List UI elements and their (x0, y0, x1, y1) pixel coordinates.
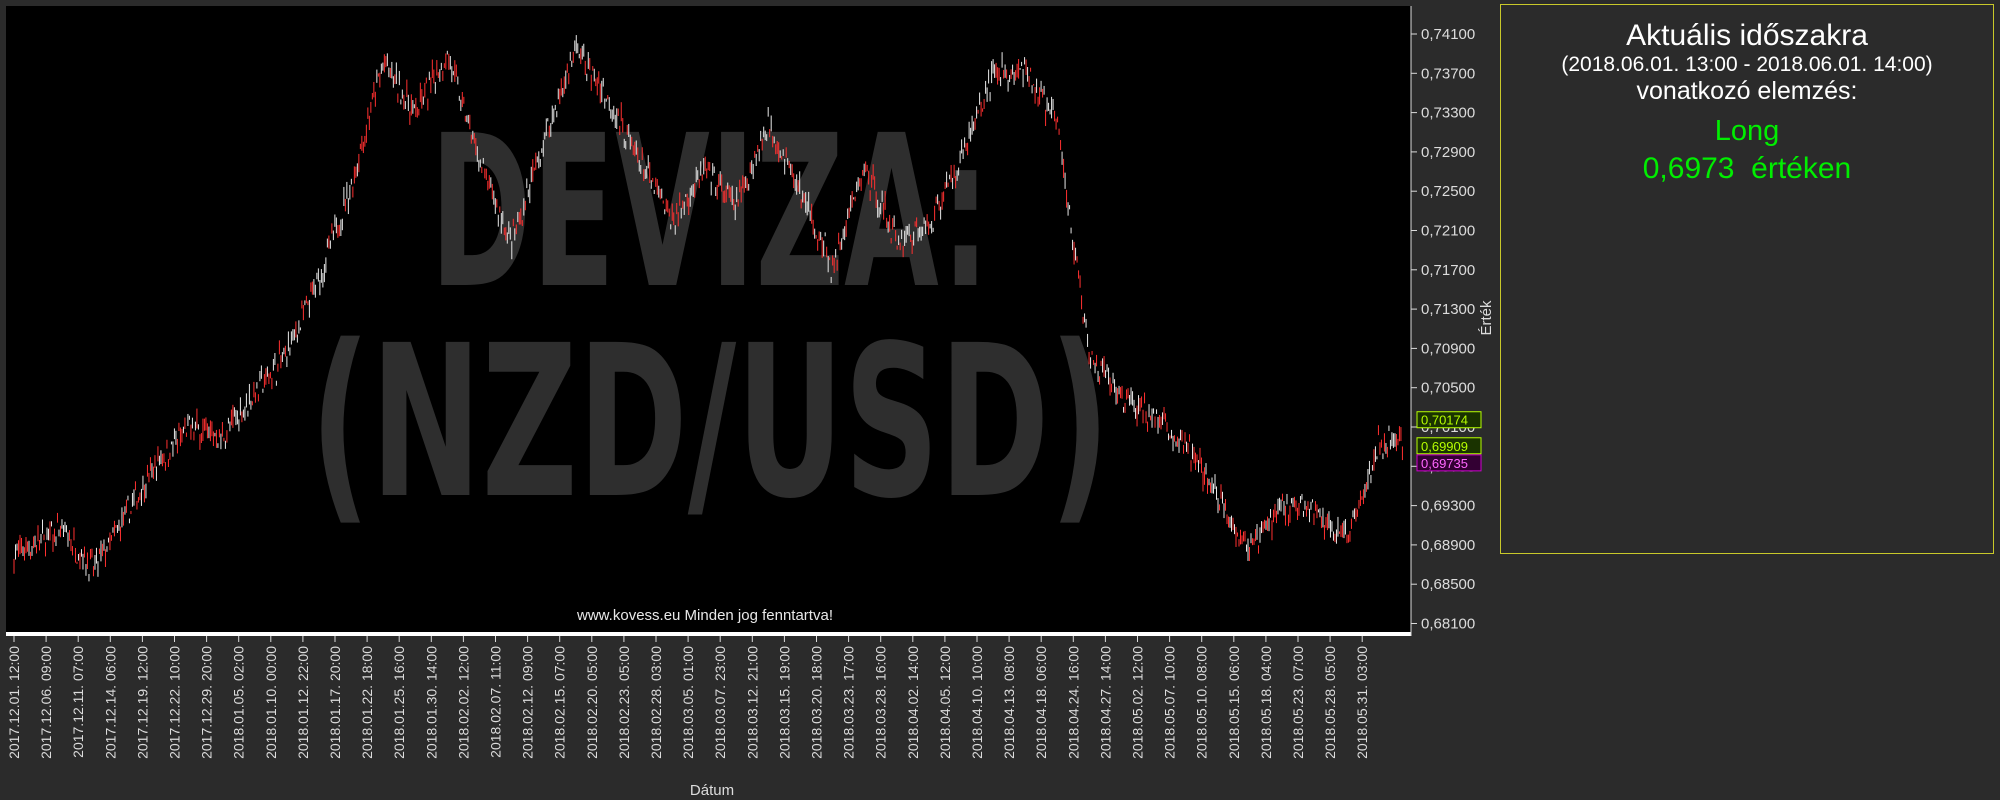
y-tick-label: 0,68500 (1421, 576, 1475, 593)
x-tick-label: 2018.02.23. 05:00 (616, 646, 632, 759)
y-tick-label: 0,73300 (1421, 105, 1475, 122)
price-tag-label: 0,69735 (1421, 456, 1468, 471)
candles (13, 35, 1403, 582)
price-tag (1416, 454, 1482, 472)
x-tick-label: 2017.12.29. 20:00 (199, 646, 215, 759)
x-tick-label: 2018.04.18. 06:00 (1033, 646, 1049, 759)
x-axis-ticks: 2017.12.01. 12:00 2017.12.06. 09:00 2017.1… (6, 636, 1370, 759)
x-tick-label: 2018.04.05. 12:00 (937, 646, 953, 759)
watermark: DEVIZA: (NZD/USD) (310, 90, 1110, 545)
price-tag-label: 0,69909 (1421, 439, 1468, 454)
price-tag (1416, 437, 1482, 455)
price-tag (1416, 411, 1482, 429)
y-axis-title: Érték (1478, 300, 1495, 336)
x-tick-label: 2017.12.06. 09:00 (38, 646, 54, 759)
x-tick-label: 2018.03.28. 16:00 (873, 646, 889, 759)
y-tick-label: 0,69300 (1421, 498, 1475, 515)
x-tick-label: 2018.03.12. 21:00 (744, 646, 760, 759)
y-tick-label: 0,73700 (1421, 65, 1475, 82)
x-tick-label: 2018.03.15. 19:00 (776, 646, 792, 759)
analysis-panel: Aktuális időszakra (2018.06.01. 13:00 - … (1500, 4, 1994, 554)
x-tick-label: 2018.05.18. 04:00 (1258, 646, 1274, 759)
price-tag-label: 0,70174 (1421, 413, 1468, 428)
x-tick-label: 2018.05.31. 03:00 (1354, 646, 1370, 759)
x-tick-label: 2018.05.28. 05:00 (1322, 646, 1338, 759)
y-tick-label: 0,68900 (1421, 537, 1475, 554)
y-tick-label: 0,72100 (1421, 223, 1475, 240)
x-tick-label: 2018.04.13. 08:00 (1001, 646, 1017, 759)
x-tick-label: 2018.04.10. 10:00 (969, 646, 985, 759)
y-tick-label: 0,72500 (1421, 183, 1475, 200)
x-tick-label: 2018.03.05. 01:00 (680, 646, 696, 759)
x-tick-label: 2018.05.15. 06:00 (1226, 646, 1242, 759)
x-tick-label: 2017.12.01. 12:00 (6, 646, 22, 759)
y-tick-label: 0,72900 (1421, 144, 1475, 161)
watermark-line1: DEVIZA: (430, 90, 990, 335)
x-tick-label: 2017.12.11. 07:00 (70, 646, 86, 758)
panel-title: Aktuális időszakra (1626, 19, 1868, 52)
y-axis-ticks: 0,74100 0,73700 0,73300 0,72900 0,72500 0,721… (1411, 26, 1475, 633)
panel-subtitle: vonatkozó elemzés: (1636, 77, 1858, 105)
x-tick-label: 2018.01.12. 22:00 (295, 646, 311, 759)
x-tick-label: 2017.12.19. 12:00 (134, 646, 150, 759)
plot-area (6, 6, 1411, 635)
x-tick-label: 2018.04.27. 14:00 (1097, 646, 1113, 759)
y-tick-label: 0,74100 (1421, 26, 1475, 43)
y-tick-label: 0,71700 (1421, 262, 1475, 279)
x-tick-label: 2018.01.05. 02:00 (231, 646, 247, 759)
x-tick-label: 2018.03.07. 23:00 (712, 646, 728, 759)
x-tick-label: 2018.04.24. 16:00 (1065, 646, 1081, 759)
x-tick-label: 2018.05.07. 10:00 (1162, 646, 1178, 759)
copyright-text: www.kovess.eu Minden jog fenntartva! (576, 607, 833, 624)
panel-time-range: (2018.06.01. 13:00 - 2018.06.01. 14:00) (1561, 53, 1933, 76)
x-tick-label: 2018.02.02. 12:00 (455, 646, 471, 759)
x-tick-label: 2018.01.22. 18:00 (359, 646, 375, 759)
x-axis-title: Dátum (690, 782, 734, 799)
panel-signal: Long (1714, 115, 1780, 147)
y-tick-label: 0,71300 (1421, 301, 1475, 318)
x-tick-label: 2018.02.20. 05:00 (584, 646, 600, 759)
x-tick-label: 2018.02.07. 11:00 (488, 646, 504, 758)
panel-value-suffix: értéken (1751, 152, 1852, 185)
watermark-line2: (NZD/USD) (310, 300, 1110, 545)
x-tick-label: 2018.02.28. 03:00 (648, 646, 664, 759)
x-tick-label: 2018.02.12. 09:00 (520, 646, 536, 759)
x-tick-label: 2018.03.23. 17:00 (841, 646, 857, 759)
x-tick-label: 2018.01.17. 20:00 (327, 646, 343, 759)
plot-bottom-bar (6, 632, 1411, 636)
y-tick-label: 0,70500 (1421, 380, 1475, 397)
x-tick-label: 2018.05.02. 12:00 (1130, 646, 1146, 759)
price-tags: 0,70174 0,69909 0,69735 (1416, 411, 1482, 472)
x-tick-label: 2018.01.25. 16:00 (391, 646, 407, 759)
y-tick-label: 0,70900 (1421, 340, 1475, 357)
x-tick-label: 2018.05.10. 08:00 (1194, 646, 1210, 759)
x-tick-label: 2018.04.02. 14:00 (905, 646, 921, 759)
x-tick-label: 2018.01.30. 14:00 (423, 646, 439, 759)
x-tick-label: 2018.01.10. 00:00 (263, 646, 279, 759)
x-tick-label: 2018.02.15. 07:00 (552, 646, 568, 759)
x-tick-label: 2018.03.20. 18:00 (809, 646, 825, 759)
x-tick-label: 2017.12.14. 06:00 (102, 646, 118, 759)
x-tick-label: 2018.05.23. 07:00 (1290, 646, 1306, 759)
x-tick-label: 2017.12.22. 10:00 (167, 646, 183, 759)
panel-value-number: 0,6973 (1642, 152, 1735, 185)
panel-value: 0,6973 értéken (1501, 149, 1993, 189)
y-tick-label: 0,68100 (1421, 616, 1475, 633)
